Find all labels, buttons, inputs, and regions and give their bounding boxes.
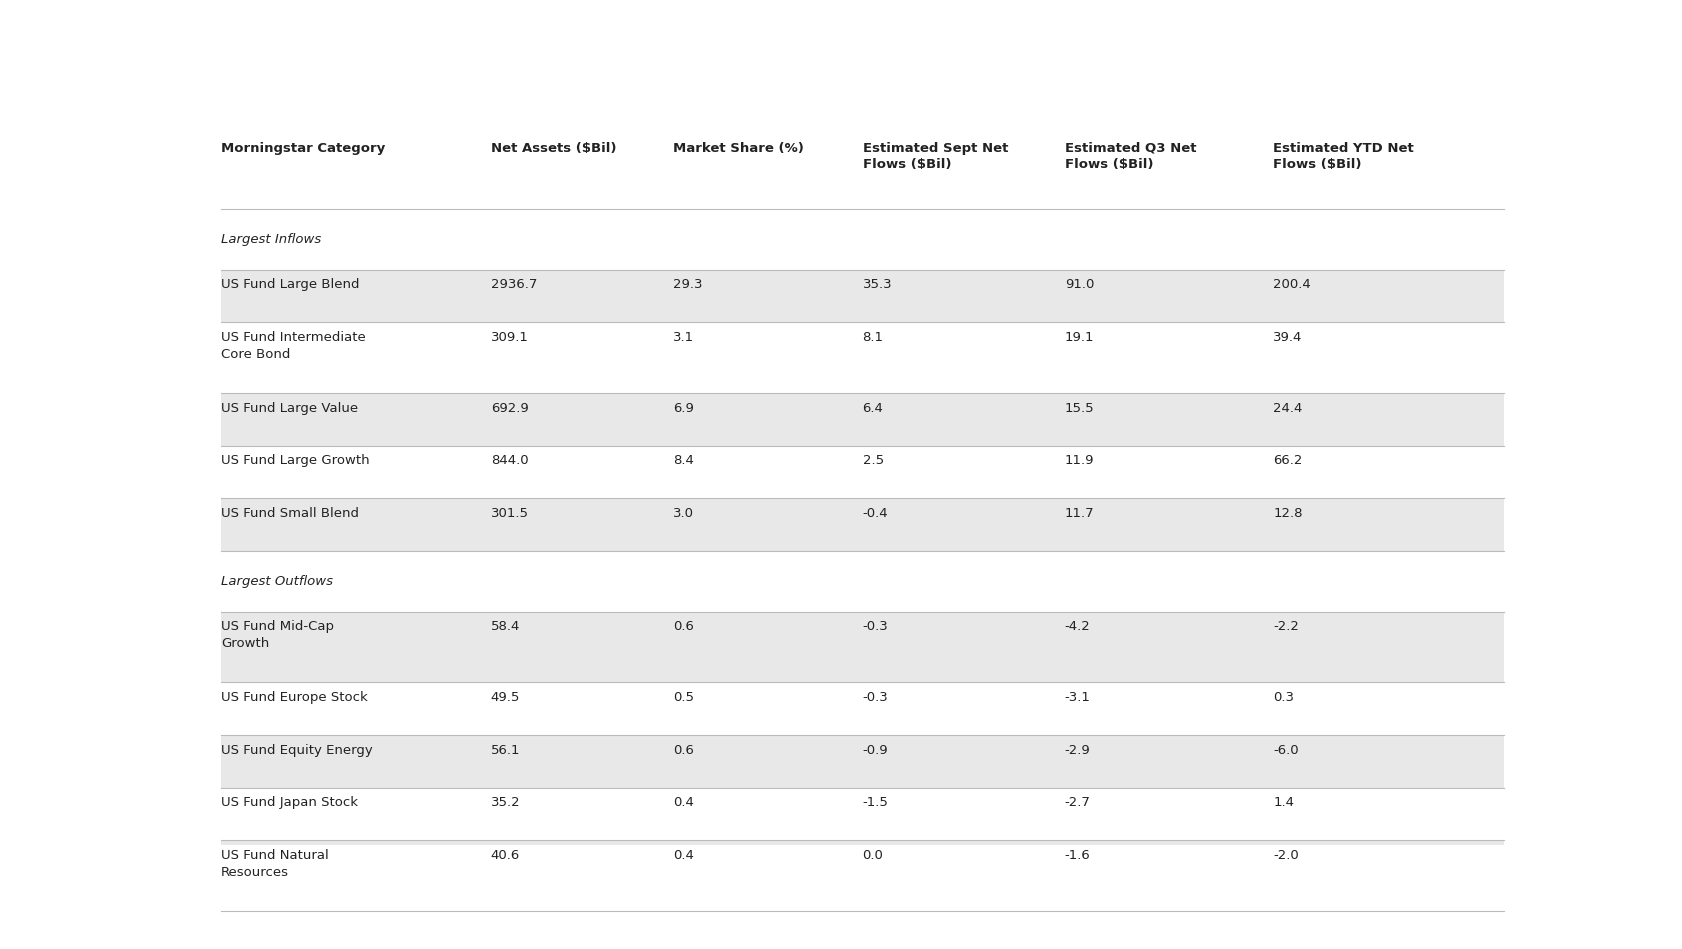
- Text: US Fund Large Value: US Fund Large Value: [220, 401, 358, 415]
- Text: US Fund Mid-Cap
Growth: US Fund Mid-Cap Growth: [220, 621, 333, 650]
- Text: US Fund Europe Stock: US Fund Europe Stock: [220, 691, 367, 704]
- Text: 200.4: 200.4: [1273, 278, 1310, 291]
- Text: 8.1: 8.1: [861, 331, 883, 344]
- Text: 40.6: 40.6: [491, 849, 520, 862]
- Text: 15.5: 15.5: [1065, 401, 1093, 415]
- Text: US Fund Large Blend: US Fund Large Blend: [220, 278, 358, 291]
- Text: 301.5: 301.5: [491, 507, 528, 520]
- Text: Estimated Sept Net
Flows ($Bil): Estimated Sept Net Flows ($Bil): [861, 141, 1008, 171]
- Text: 19.1: 19.1: [1065, 331, 1093, 344]
- Text: US Fund Small Blend: US Fund Small Blend: [220, 507, 358, 520]
- Text: 56.1: 56.1: [491, 744, 520, 756]
- Text: 0.4: 0.4: [673, 849, 695, 862]
- Text: -0.3: -0.3: [861, 621, 888, 633]
- Text: Estimated YTD Net
Flows ($Bil): Estimated YTD Net Flows ($Bil): [1273, 141, 1413, 171]
- Text: Largest Outflows: Largest Outflows: [220, 575, 333, 588]
- Text: 3.1: 3.1: [673, 331, 695, 344]
- Text: US Fund Equity Energy: US Fund Equity Energy: [220, 744, 372, 756]
- Bar: [220, 498, 1504, 550]
- Text: -2.2: -2.2: [1273, 621, 1299, 633]
- Text: 66.2: 66.2: [1273, 455, 1302, 468]
- Text: 0.5: 0.5: [673, 691, 695, 704]
- Text: 11.7: 11.7: [1065, 507, 1093, 520]
- Text: 35.3: 35.3: [861, 278, 891, 291]
- Bar: [220, 270, 1504, 322]
- Text: -0.4: -0.4: [861, 507, 888, 520]
- Bar: [220, 611, 1504, 682]
- Text: US Fund Large Growth: US Fund Large Growth: [220, 455, 370, 468]
- Text: Market Share (%): Market Share (%): [673, 141, 804, 155]
- Text: 1.4: 1.4: [1273, 796, 1293, 809]
- Text: 0.6: 0.6: [673, 621, 695, 633]
- Text: 8.4: 8.4: [673, 455, 695, 468]
- Text: 35.2: 35.2: [491, 796, 520, 809]
- Text: 29.3: 29.3: [673, 278, 703, 291]
- Text: 0.3: 0.3: [1273, 691, 1293, 704]
- Text: -2.9: -2.9: [1065, 744, 1090, 756]
- Text: US Fund Japan Stock: US Fund Japan Stock: [220, 796, 358, 809]
- Bar: [220, 393, 1504, 446]
- Text: -3.1: -3.1: [1065, 691, 1090, 704]
- Text: US Fund Intermediate
Core Bond: US Fund Intermediate Core Bond: [220, 331, 365, 361]
- Text: -0.9: -0.9: [861, 744, 888, 756]
- Text: 11.9: 11.9: [1065, 455, 1093, 468]
- Text: 692.9: 692.9: [491, 401, 528, 415]
- Text: -2.0: -2.0: [1273, 849, 1299, 862]
- Text: Net Assets ($Bil): Net Assets ($Bil): [491, 141, 616, 155]
- Text: -1.6: -1.6: [1065, 849, 1090, 862]
- Text: 844.0: 844.0: [491, 455, 528, 468]
- Text: 6.9: 6.9: [673, 401, 695, 415]
- Text: US Fund Natural
Resources: US Fund Natural Resources: [220, 849, 328, 879]
- Text: Largest Inflows: Largest Inflows: [220, 233, 321, 246]
- Text: 309.1: 309.1: [491, 331, 528, 344]
- Text: -2.7: -2.7: [1065, 796, 1090, 809]
- Bar: [220, 840, 1504, 911]
- Text: 39.4: 39.4: [1273, 331, 1302, 344]
- Text: 0.6: 0.6: [673, 744, 695, 756]
- Text: 2936.7: 2936.7: [491, 278, 537, 291]
- Text: 0.0: 0.0: [861, 849, 883, 862]
- Text: Estimated Q3 Net
Flows ($Bil): Estimated Q3 Net Flows ($Bil): [1065, 141, 1196, 171]
- Text: 91.0: 91.0: [1065, 278, 1093, 291]
- Text: 6.4: 6.4: [861, 401, 883, 415]
- Text: -1.5: -1.5: [861, 796, 888, 809]
- Text: -0.3: -0.3: [861, 691, 888, 704]
- Text: 2.5: 2.5: [861, 455, 883, 468]
- Text: 49.5: 49.5: [491, 691, 520, 704]
- Text: 12.8: 12.8: [1273, 507, 1302, 520]
- Text: -4.2: -4.2: [1065, 621, 1090, 633]
- Text: 3.0: 3.0: [673, 507, 695, 520]
- Text: 58.4: 58.4: [491, 621, 520, 633]
- Text: 24.4: 24.4: [1273, 401, 1302, 415]
- Text: -6.0: -6.0: [1273, 744, 1299, 756]
- Bar: [220, 735, 1504, 788]
- Text: Morningstar Category: Morningstar Category: [220, 141, 385, 155]
- Text: 0.4: 0.4: [673, 796, 695, 809]
